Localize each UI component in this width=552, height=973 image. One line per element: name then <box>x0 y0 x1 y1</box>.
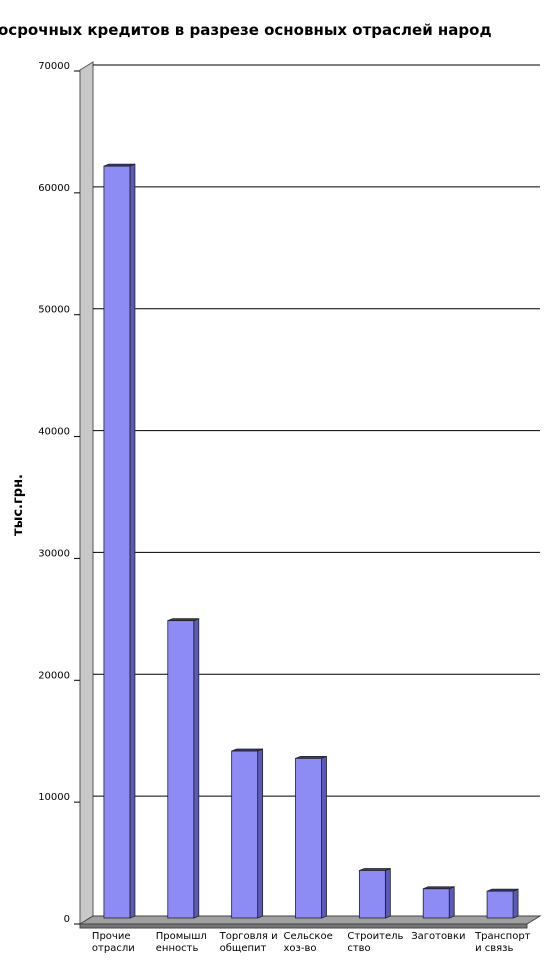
y-tick-label: 10000 <box>38 792 70 803</box>
x-tick-label: хоз-во <box>284 943 317 954</box>
x-tick-label: Прочие <box>92 931 131 942</box>
x-tick-label: и связь <box>475 943 513 954</box>
bar-side <box>448 886 455 919</box>
bar <box>422 888 450 919</box>
bar <box>358 870 386 919</box>
bar-side <box>129 163 136 919</box>
x-tick-label: Промышл <box>156 931 207 942</box>
bar <box>486 890 514 919</box>
x-tick-label: Сельское <box>284 931 333 942</box>
bar-side <box>257 748 264 919</box>
x-tick-label: Заготовки <box>411 931 465 942</box>
x-tick-label: Транспорт <box>474 931 531 942</box>
bar-side <box>193 618 200 919</box>
y-axis-label: тыс.грн. <box>11 474 26 536</box>
bar <box>231 750 259 919</box>
y-tick-label: 0 <box>64 914 70 925</box>
y-tick-label: 70000 <box>38 61 70 72</box>
chart-title: осрочных кредитов в разрезе основных отр… <box>0 21 492 39</box>
bar-side <box>321 755 327 919</box>
y-tick-label: 40000 <box>38 427 70 438</box>
y-tick-label: 50000 <box>38 305 70 316</box>
x-tick-label: общепит <box>220 943 267 954</box>
y-tick-label: 60000 <box>38 183 70 194</box>
y-tick-label: 30000 <box>38 548 70 559</box>
bar-side <box>512 888 519 919</box>
bar <box>103 165 131 919</box>
bar <box>167 620 195 919</box>
floor-edge <box>79 923 528 929</box>
bar <box>295 757 322 919</box>
x-tick-label: Торговля и <box>219 931 278 942</box>
x-tick-label: отрасли <box>92 943 135 954</box>
x-tick-label: ство <box>347 943 370 954</box>
side-wall <box>79 61 94 925</box>
bar-side <box>384 867 391 919</box>
y-tick-label: 20000 <box>38 670 70 681</box>
x-tick-label: енность <box>156 943 199 954</box>
x-tick-label: Строитель <box>347 931 403 942</box>
